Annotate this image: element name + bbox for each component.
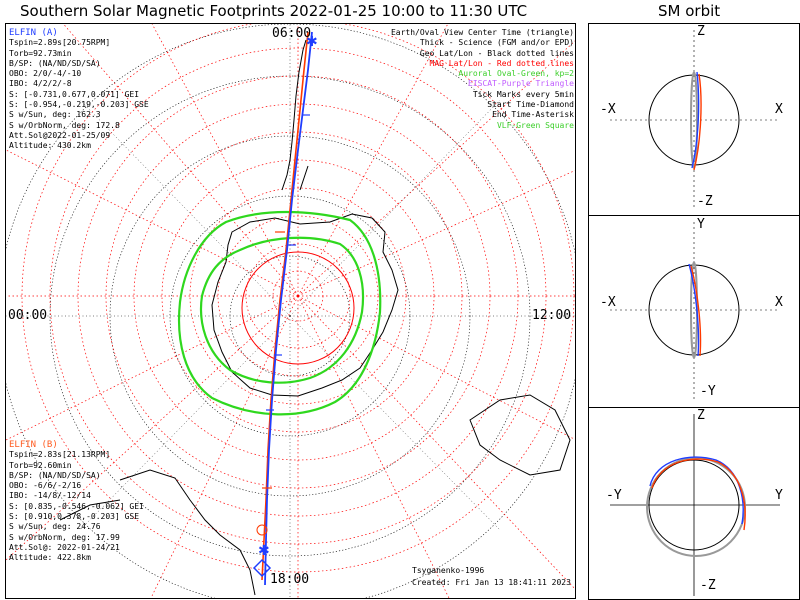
auroral-oval-inner [199,236,365,384]
legend-item: MAG Lat/Lon - Red dotted lines [429,58,575,68]
antarctica-coastline [211,213,399,397]
elfin-b-line: B/SP: (NA/ND/SD/SA) [9,470,101,480]
polar-label-top: 06:00 [272,26,312,41]
sm2-right: X [775,295,783,310]
sm1-left: -X [600,102,616,117]
australia-coastline [469,394,571,476]
track-elfin-a [264,31,313,586]
sm1-right: X [775,102,783,117]
polar-label-right: 12:00 [532,308,572,323]
mag-pole-circle [241,251,355,365]
sm2-top: Y [697,217,705,232]
elfin-b-line: OBO: -6/6/-2/16 [9,481,82,491]
elfin-b-info: ELFIN (B) Tspin=2.83s[21.13RPM] Torb=92.… [9,440,144,564]
elfin-a-line: S w/Sun, deg: 162.3 [9,110,101,120]
legend-item: Tick Marks every 5min [472,89,574,99]
elfin-a-line: S: [-0.954,-0.219,-0.203] GSE [9,100,149,110]
elfin-a-name: ELFIN (A) [9,28,58,38]
south-america-coastline [281,39,309,191]
sm1-bottom: -Z [697,194,713,209]
footprint-panel [5,23,576,599]
polar-label-left: 00:00 [8,308,48,323]
sm-xy-plot [610,222,780,402]
model-label: Tsyganenko-1996 [412,566,485,575]
elfin-a-line: Altitude: 430.2km [9,141,91,151]
elfin-b-line: S: [0.835,-0.546,-0.062] GEI [9,501,144,511]
elfin-a-info: ELFIN (A) Tspin=2.89s[20.75RPM] Torb=92.… [9,28,149,152]
elfin-b-line: IBO: -14/8/-12/14 [9,491,91,501]
elfin-a-line: OBO: 2/0/-4/-10 [9,69,82,79]
elfin-b-line: S: [0.910,0.378,-0.203] GSE [9,512,140,522]
elfin-b-line: Att.Sol@: 2022-01-24/21 [9,542,120,552]
sm2-bottom: -Y [700,384,716,399]
elfin-a-line: S: [-0.731,0.677,0.071] GEI [9,89,140,99]
legend-item: Thick - Science (FGM and/or EPD) [419,38,574,48]
mag-grid [6,24,575,598]
africa-coastline [59,469,256,596]
sm3-right: Y [775,488,783,503]
sm2-left: -X [600,295,616,310]
elfin-a-line: Att.Sol@2022-01-25/09 [9,130,111,140]
elfin-a-line: B/SP: (NA/ND/SD/SA) [9,58,101,68]
legend-item: End Time-Asterisk [492,110,574,120]
legend-item: VLF-Green Square [496,120,574,130]
sm3-top: Z [697,408,705,423]
elfin-a-line: IBO: 4/2/2/-8 [9,79,72,89]
legend-item: Start Time-Diamond [487,100,574,110]
elfin-b-line: S w/OrbNorm, deg: 17.99 [9,532,120,542]
legend-item: Geo Lat/Lon - Black dotted lines [419,48,574,58]
track-ticks [266,114,310,411]
vlf-marker [256,524,268,536]
legend: Earth/Oval View Center Time (triangle) T… [391,28,574,131]
end-asterisk-b: ✱ [258,543,270,559]
track-ticks-b [262,231,285,489]
sm-yz-plot [610,414,780,596]
end-asterisk-a: ✱ [306,34,318,50]
polar-label-bottom: 18:00 [270,572,310,587]
start-diamond [252,558,272,578]
elfin-b-line: S w/Sun, deg: 24.76 [9,522,101,532]
elfin-a-line: S w/OrbNorm, deg: 172.8 [9,120,120,130]
sm-orbit-title: SM orbit [658,2,721,20]
elfin-b-line: Altitude: 422.8km [9,553,91,563]
legend-item: Earth/Oval View Center Time (triangle) [390,28,574,37]
auroral-oval-outer [177,210,382,416]
plot-title: Southern Solar Magnetic Footprints 2022-… [20,2,528,20]
legend-item: EISCAT-Purple Triangle [468,79,574,89]
elfin-b-line: Torb=92.60min [9,460,72,470]
sm1-top: Z [697,24,705,39]
elfin-b-line: Tspin=2.83s[21.13RPM] [9,450,111,460]
track-elfin-b [261,31,309,581]
created-label: Created: Fri Jan 13 18:41:11 2023 [412,578,571,587]
elfin-b-name: ELFIN (B) [9,440,58,450]
sm3-bottom: -Z [700,578,716,593]
sm3-left: -Y [606,488,622,503]
sm-xz-plot [610,30,780,210]
elfin-a-line: Tspin=2.89s[20.75RPM] [9,38,111,48]
elfin-a-line: Torb=92.73min [9,48,72,58]
geo-meridians [6,24,575,598]
legend-item: Auroral Oval-Green, kp=2 [458,69,574,79]
